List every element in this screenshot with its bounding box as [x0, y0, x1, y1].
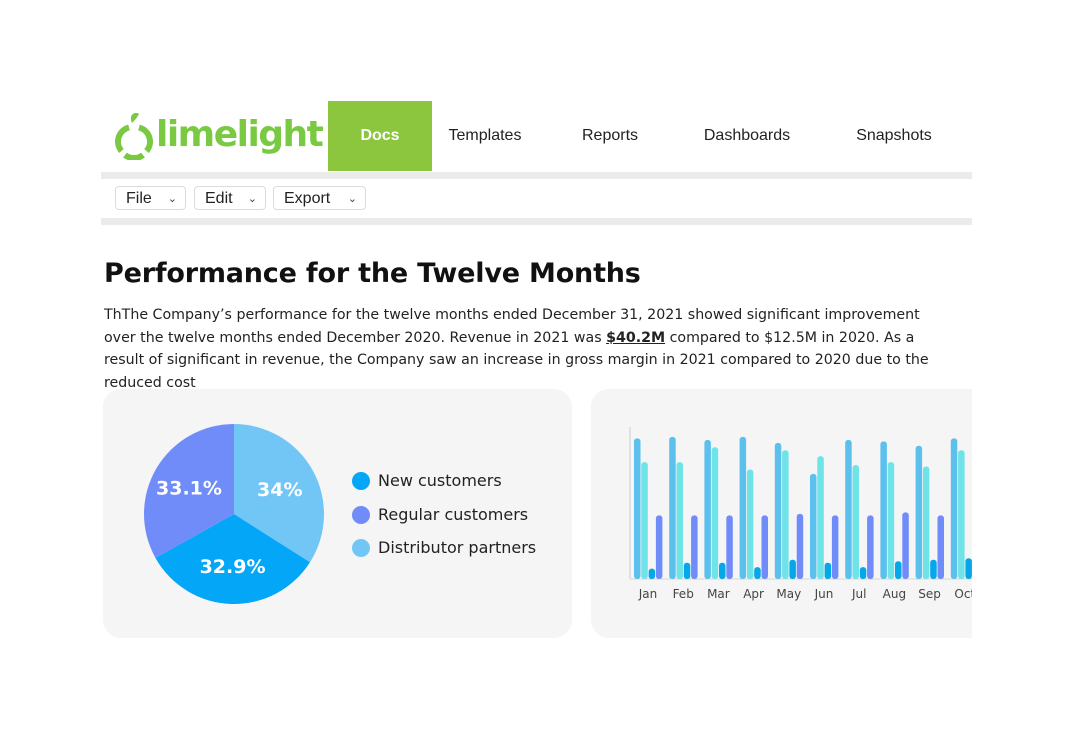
- brand-logo[interactable]: limelight: [112, 110, 324, 160]
- legend-swatch: [352, 539, 370, 557]
- bar: [754, 567, 761, 579]
- main-nav: Docs Templates Reports Dashboards Snapsh…: [328, 101, 972, 171]
- bar: [691, 515, 698, 579]
- x-tick-label: Jan: [638, 587, 658, 601]
- bar: [782, 450, 789, 579]
- export-menu-label: Export: [284, 190, 331, 207]
- bar: [845, 439, 852, 579]
- summary-text: ThThe Company’s performance for the twel…: [104, 307, 920, 346]
- bar: [902, 512, 909, 579]
- page-title: Performance for the Twelve Months: [104, 258, 641, 289]
- bar: [915, 445, 923, 579]
- toolbar-divider: [101, 218, 972, 225]
- bar: [746, 469, 754, 579]
- legend-swatch: [352, 506, 370, 524]
- pie-slice-label: 33.1%: [156, 478, 222, 500]
- bar: [867, 515, 874, 579]
- edit-menu-label: Edit: [205, 190, 233, 207]
- x-tick-label: Jun: [814, 587, 834, 601]
- summary-paragraph: ThThe Company’s performance for the twel…: [104, 304, 934, 394]
- bar: [887, 462, 895, 579]
- bar: [676, 462, 683, 579]
- chevron-down-icon: ⌄: [347, 193, 357, 205]
- bar: [719, 562, 726, 579]
- bar: [704, 439, 711, 579]
- chevron-down-icon: ⌄: [167, 193, 177, 205]
- x-tick-label: Jul: [851, 587, 866, 601]
- tab-docs[interactable]: Docs: [328, 101, 432, 171]
- brand-name: limelight: [156, 114, 324, 155]
- bar: [648, 568, 656, 579]
- bar-chart-card: [591, 389, 1011, 638]
- pie-slice-label: 32.9%: [200, 556, 266, 578]
- pie-slice: [155, 514, 310, 605]
- edit-menu-button[interactable]: Edit ⌄: [194, 186, 266, 210]
- summary-text-continued: compared to $12.5M in 2020. As a result …: [104, 329, 929, 391]
- bar: [655, 515, 663, 579]
- legend-label: Regular customers: [378, 505, 529, 524]
- bar: [683, 562, 691, 579]
- bar: [930, 559, 937, 579]
- bar: [950, 438, 958, 579]
- bar: [824, 562, 832, 579]
- bar: [880, 441, 887, 579]
- viewport-edge: [972, 380, 1070, 660]
- bar: [641, 462, 648, 579]
- x-tick-label: Apr: [743, 587, 764, 601]
- x-tick-label: May: [776, 587, 801, 601]
- tab-reports[interactable]: Reports: [581, 127, 639, 144]
- x-tick-label: Mar: [707, 587, 730, 601]
- pie-slice: [234, 424, 324, 563]
- bar: [796, 513, 804, 579]
- bar: [859, 567, 867, 579]
- bar: [895, 561, 902, 579]
- bar: [817, 456, 824, 579]
- file-menu-button[interactable]: File ⌄: [115, 186, 186, 210]
- x-tick-label: Oct: [954, 587, 975, 601]
- legend-label: New customers: [378, 471, 502, 490]
- lime-icon: [115, 112, 153, 160]
- x-tick-label: Sep: [918, 587, 941, 601]
- legend-label: Distributor partners: [378, 538, 537, 557]
- bar: [958, 450, 965, 579]
- bar: [922, 466, 930, 579]
- bar: [711, 447, 719, 579]
- bar: [739, 436, 747, 579]
- tab-templates[interactable]: Templates: [448, 127, 522, 144]
- pie-slice: [143, 424, 234, 558]
- legend-swatch: [352, 472, 370, 490]
- x-tick-label: Aug: [883, 587, 906, 601]
- header-divider: [101, 172, 972, 179]
- bar: [852, 465, 859, 579]
- pie-slice-label: 34%: [257, 479, 302, 501]
- bar: [774, 442, 782, 579]
- file-menu-label: File: [126, 190, 152, 207]
- bar: [810, 473, 817, 579]
- bar: [726, 515, 733, 579]
- bar: [831, 515, 839, 579]
- chevron-down-icon: ⌄: [247, 193, 257, 205]
- bar: [669, 436, 676, 579]
- bar: [965, 558, 972, 579]
- bar: [634, 438, 641, 579]
- x-tick-label: Feb: [673, 587, 694, 601]
- bar: [761, 515, 768, 579]
- tab-dashboards[interactable]: Dashboards: [703, 127, 791, 144]
- tab-snapshots[interactable]: Snapshots: [856, 127, 932, 144]
- bar: [937, 515, 944, 579]
- export-menu-button[interactable]: Export ⌄: [273, 186, 366, 210]
- bar: [789, 559, 796, 579]
- revenue-highlight: $40.2M: [606, 329, 666, 346]
